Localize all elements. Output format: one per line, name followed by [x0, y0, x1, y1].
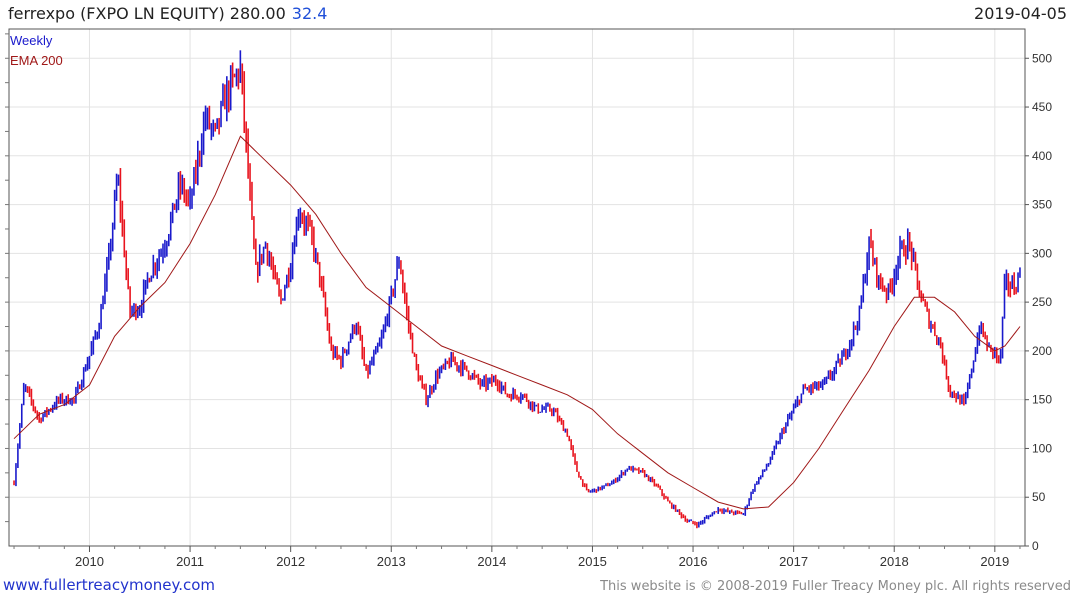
- y-tick-label: 200: [1032, 344, 1052, 358]
- x-tick-label: 2012: [276, 554, 305, 569]
- x-tick-label: 2017: [779, 554, 808, 569]
- chart-date: 2019-04-05: [974, 4, 1067, 23]
- y-tick-label: 250: [1032, 295, 1052, 309]
- x-tick-label: 2013: [377, 554, 406, 569]
- x-tick-label: 2016: [679, 554, 708, 569]
- weekly-series: [13, 50, 1021, 529]
- y-tick-label: 0: [1032, 539, 1039, 553]
- grid: [9, 29, 1025, 547]
- legend-ema-200: EMA 200: [10, 53, 63, 68]
- y-tick-label: 300: [1032, 246, 1052, 260]
- instrument-title: ferrexpo (FXPO LN EQUITY) 280.00: [8, 4, 286, 23]
- y-tick-label: 100: [1032, 441, 1052, 455]
- price-change: 32.4: [291, 4, 328, 23]
- x-tick-label: 2015: [578, 554, 607, 569]
- y-tick-label: 450: [1032, 100, 1052, 114]
- y-tick-label: 350: [1032, 198, 1052, 212]
- x-axis: 2010 2011 2012 2013 2014 2015 2016 2017 2018 2019: [13, 546, 1021, 569]
- legend-weekly: Weekly: [10, 33, 53, 48]
- x-tick-label: 2014: [477, 554, 506, 569]
- x-tick-label: 2010: [75, 554, 104, 569]
- y-tick-label: 500: [1032, 51, 1052, 65]
- x-tick-label: 2019: [980, 554, 1009, 569]
- copyright-notice: This website is © 2008-2019 Fuller Treac…: [600, 579, 1071, 594]
- y-tick-label: 50: [1032, 490, 1046, 504]
- x-tick-label: 2011: [176, 554, 204, 569]
- y-axis: 0 50 100 150 200 250 300 350 400 450 500: [5, 33, 1052, 553]
- y-tick-label: 400: [1032, 149, 1052, 163]
- website-link[interactable]: www.fullertreacymoney.com: [3, 576, 216, 594]
- x-tick-label: 2018: [880, 554, 909, 569]
- chart-title: ferrexpo (FXPO LN EQUITY) 280.00 32.4: [8, 4, 327, 23]
- ema-200-line: [13, 135, 1021, 510]
- y-tick-label: 150: [1032, 393, 1052, 407]
